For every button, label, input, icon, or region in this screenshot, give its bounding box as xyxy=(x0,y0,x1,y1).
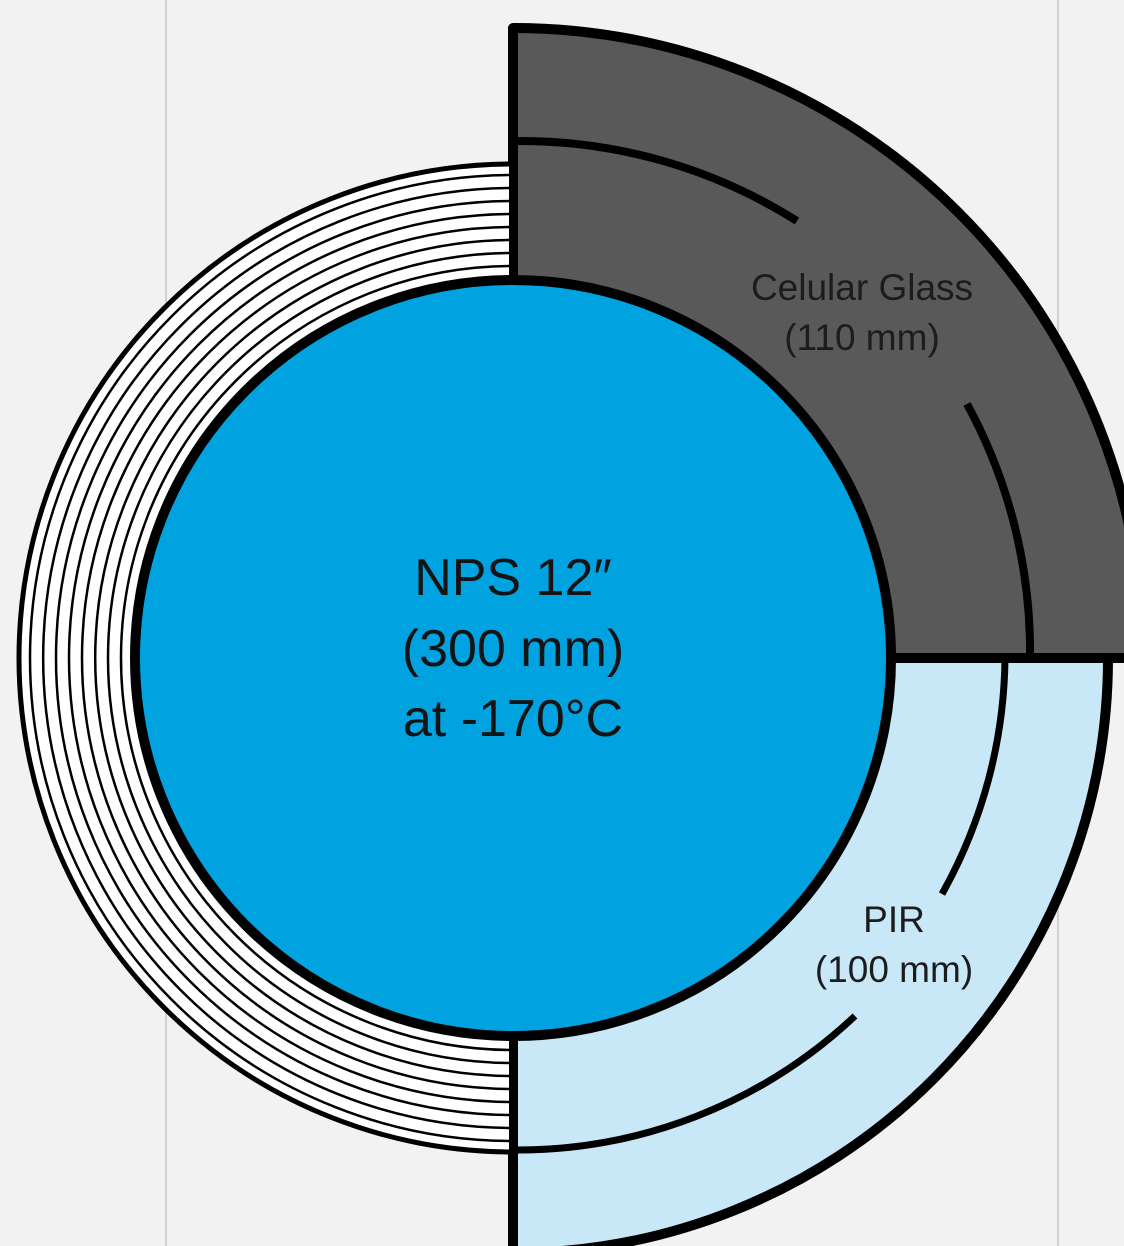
pir-layer-arc-upper xyxy=(938,657,1009,896)
layer-ring xyxy=(119,264,514,1052)
layer-ring xyxy=(54,199,514,1117)
pir-layer-arc-lower xyxy=(512,1013,858,1154)
cellular-glass-thickness: (110 mm) xyxy=(784,317,940,358)
pir-label: PIR xyxy=(863,899,925,940)
pipe-label-line1: NPS 12″ xyxy=(414,549,612,607)
cellular-glass-layer-arc-right xyxy=(963,402,1035,659)
layer-ring xyxy=(93,238,514,1078)
pipe-label-line2: (300 mm) xyxy=(402,620,624,678)
layer-ring xyxy=(67,212,514,1104)
pipe-circle xyxy=(130,275,896,1041)
cellular-glass-label: Celular Glass xyxy=(751,267,973,308)
pipe-label-line3: at -170°C xyxy=(403,690,623,748)
layer-ring xyxy=(80,225,514,1091)
cellular-glass-layer-arc-top xyxy=(512,136,800,225)
layered-insulation-rings xyxy=(16,161,514,1155)
layer-ring xyxy=(41,186,514,1130)
layer-ring xyxy=(28,173,514,1143)
layer-ring xyxy=(106,251,514,1065)
layer-ring xyxy=(16,161,514,1155)
pir-thickness: (100 mm) xyxy=(815,949,973,990)
